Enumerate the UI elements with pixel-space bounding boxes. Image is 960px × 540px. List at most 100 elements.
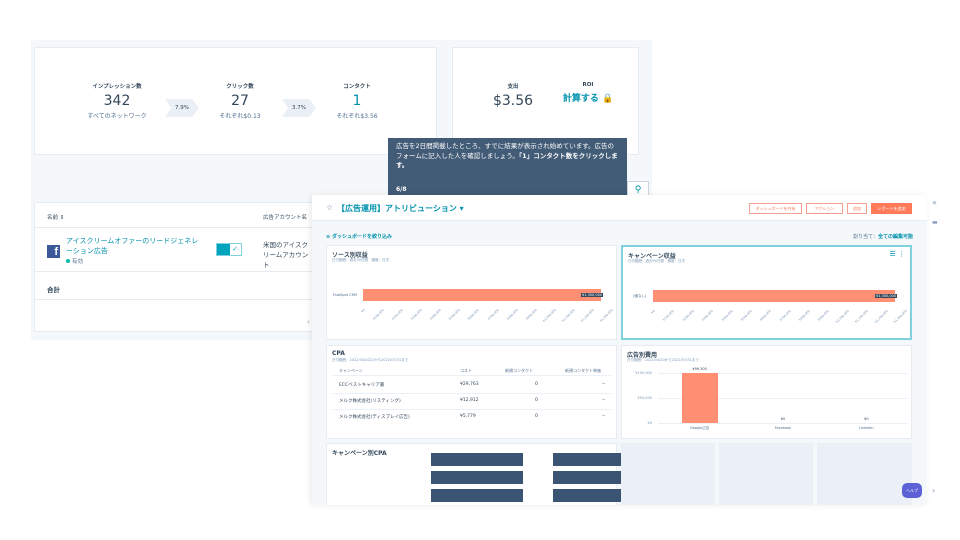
campaign-panel-sub: 日付範囲：過去90日間 頻度：日次: [628, 259, 685, 263]
chevron-left-icon[interactable]: ‹: [307, 318, 310, 326]
spend-bar[interactable]: [681, 373, 718, 423]
campaign-toggle[interactable]: ✓: [216, 243, 242, 256]
ad-spend-title: 広告別費用: [627, 352, 658, 359]
star-icon[interactable]: ☆: [326, 203, 334, 212]
cpa-col-unit[interactable]: 新規コンタクト単価: [565, 368, 601, 373]
roi-calc-link[interactable]: 計算する 🔒: [553, 91, 623, 104]
x-tick-label: ¥100,000: [371, 308, 385, 321]
impressions-value: 342: [103, 93, 131, 109]
assigned-value[interactable]: 全ての編集可能: [877, 234, 913, 240]
cpa-row-unit: --: [602, 382, 606, 387]
toggle-knob: [217, 244, 230, 255]
divider: [332, 409, 611, 410]
ad-spend-panel[interactable]: 広告別費用 日付範囲：2022/04/20から2022/07/31まで ¥100…: [621, 345, 912, 439]
cpa-row-name: メルク株式会社(リスティング): [339, 399, 401, 404]
campaign-link[interactable]: アイスクリームオファーのリードジェネレーション広告: [66, 237, 199, 255]
tooltip-instruction: 「1」コンタクト数をクリックします。: [396, 151, 618, 170]
x-tick-label: ¥1,300,000: [892, 309, 908, 324]
grid-line: [658, 373, 908, 374]
cpa-col-campaign[interactable]: キャンペーン: [339, 368, 363, 373]
clicks-metric[interactable]: クリック数 27 それぞれ$0.13: [200, 82, 280, 121]
y-tick-label: ¥100,000: [635, 371, 652, 375]
col-account-header[interactable]: 広告アカウント名: [263, 215, 308, 221]
roi-label: ROI: [582, 82, 594, 88]
cpa-col-cost[interactable]: コスト: [460, 368, 472, 373]
cpa-sub: 日付範囲：2022/04/2022から2022/07/31まで: [332, 358, 409, 362]
x-tick-label: ¥600,000: [759, 309, 773, 322]
loading-bar: [431, 471, 523, 484]
loading-bar: [553, 489, 623, 502]
chat-icon[interactable]: ▬: [932, 219, 938, 226]
contacts-metric[interactable]: コンタクト 1 それぞれ$3.56: [317, 82, 397, 121]
tooltip-text: 広告を2日間掲載したところ、すでに結果が表示され始めています。広告のフォームに記…: [396, 142, 615, 160]
source-bar-label: HubSpot CRM: [333, 293, 358, 297]
roi-metric: ROI 計算する 🔒: [553, 82, 623, 104]
dashboard-title-text: 【広告運用】アトリビューション: [337, 204, 457, 213]
impressions-label: インプレッション数: [92, 84, 142, 90]
cpa-col-contacts[interactable]: 新規コンタクト: [505, 368, 533, 373]
attribution-dashboard: ☆ 【広告運用】アトリビューション ▾ ダッシュボードを共有 アクション 追加 …: [312, 195, 927, 505]
cpa-row-contacts: 0: [535, 414, 538, 419]
share-dashboard-button[interactable]: ダッシュボードを共有: [749, 203, 802, 214]
campaign-panel-title: キャンペーン収益: [628, 253, 676, 260]
contacts-sub: それぞれ$3.56: [336, 113, 378, 120]
list-icon[interactable]: ☰: [889, 250, 896, 258]
campaign-revenue-panel[interactable]: キャンペーン収益 日付範囲：過去90日間 頻度：日次 ☰ ⋮ (値なし) ¥1,…: [621, 245, 912, 340]
panel-menu[interactable]: ☰ ⋮: [889, 250, 905, 258]
col-name-header[interactable]: 名前 ⇕: [47, 213, 64, 221]
roi-calc-text: 計算する: [562, 94, 599, 104]
caret-down-icon: ▾: [459, 204, 464, 213]
cpa-by-campaign-title: キャンペーン別CPA: [332, 450, 387, 457]
contacts-value[interactable]: 1: [352, 93, 362, 109]
cpa-by-campaign-panel[interactable]: キャンペーン別CPA: [326, 443, 623, 505]
help-button[interactable]: ヘルプ: [902, 483, 922, 498]
source-revenue-panel[interactable]: ソース別収益 日付範囲：過去90日間 頻度：日次 HubSpot CRM ¥1,…: [326, 245, 617, 340]
x-tick-label: ¥700,000: [486, 308, 500, 321]
divider: [332, 375, 611, 376]
x-tick-label: ¥100,000: [662, 309, 676, 322]
sort-icon: ⇕: [59, 215, 65, 221]
x-tick-label: ¥0: [650, 309, 656, 315]
total-label: 合計: [47, 286, 60, 294]
campaign-bar-label: (値なし): [633, 294, 647, 298]
more-icon[interactable]: ⋮: [898, 250, 905, 258]
filter-dashboard-link[interactable]: ≡ ダッシュボードを絞り込み: [326, 233, 392, 240]
onboarding-tooltip: 広告を2日間掲載したところ、すでに結果が表示され始めています。広告のフォームに記…: [388, 138, 627, 198]
x-tick-label: ¥300,000: [701, 309, 714, 322]
cpa-row-cost: ¥12,912: [460, 398, 479, 403]
x-tick-label: ¥900,000: [524, 308, 538, 321]
lock-icon: 🔒: [601, 94, 614, 104]
add-report-button[interactable]: レポートを追加: [871, 203, 912, 214]
clicks-value[interactable]: 27: [231, 93, 249, 109]
placeholder-panel: [817, 443, 912, 505]
tooltip-step: 6/8: [396, 185, 407, 193]
facebook-icon: f: [47, 245, 60, 258]
x-tick-label: ¥300,000: [410, 308, 424, 321]
spend-value: $3.56: [492, 93, 534, 109]
campaign-bar-value: ¥1,300,000: [875, 294, 898, 298]
x-tick-label: ¥0: [360, 308, 366, 314]
add-button[interactable]: 追加: [847, 203, 867, 214]
collapse-icon[interactable]: «: [932, 198, 937, 207]
cpa-row-contacts: 0: [535, 398, 538, 403]
assigned-info: 割り当て：全ての編集可能: [853, 233, 913, 240]
cpa-panel[interactable]: CPA 日付範囲：2022/04/2022から2022/07/31まで キャンペ…: [326, 345, 617, 439]
actions-button[interactable]: アクション: [806, 203, 843, 214]
status-badge: 有効: [66, 257, 83, 265]
loading-bar: [553, 453, 623, 466]
y-tick-label: ¥50,000: [637, 396, 652, 400]
contacts-label: コンタクト: [343, 84, 371, 90]
placeholder-panel: [719, 443, 813, 505]
cpa-row-name: ECCベストキャリア書: [339, 383, 385, 388]
dashboard-title[interactable]: 【広告運用】アトリビューション ▾: [337, 203, 464, 214]
grid-line: [658, 398, 908, 399]
rate-chevron-1: 7.9%: [165, 99, 199, 117]
cpa-row-cost: ¥5,779: [460, 414, 476, 419]
dashboard-header: ☆ 【広告運用】アトリビューション ▾ ダッシュボードを共有 アクション 追加 …: [312, 195, 927, 221]
chevron-right-icon[interactable]: ›: [932, 486, 936, 495]
grid-line: [658, 423, 908, 424]
cpa-title: CPA: [332, 350, 345, 357]
x-tick-label: ¥500,000: [448, 308, 462, 321]
cpa-row-name: メルク株式会社(ディスプレイ広告): [339, 415, 410, 420]
source-panel-sub: 日付範囲：過去90日間 頻度：日次: [332, 258, 389, 262]
